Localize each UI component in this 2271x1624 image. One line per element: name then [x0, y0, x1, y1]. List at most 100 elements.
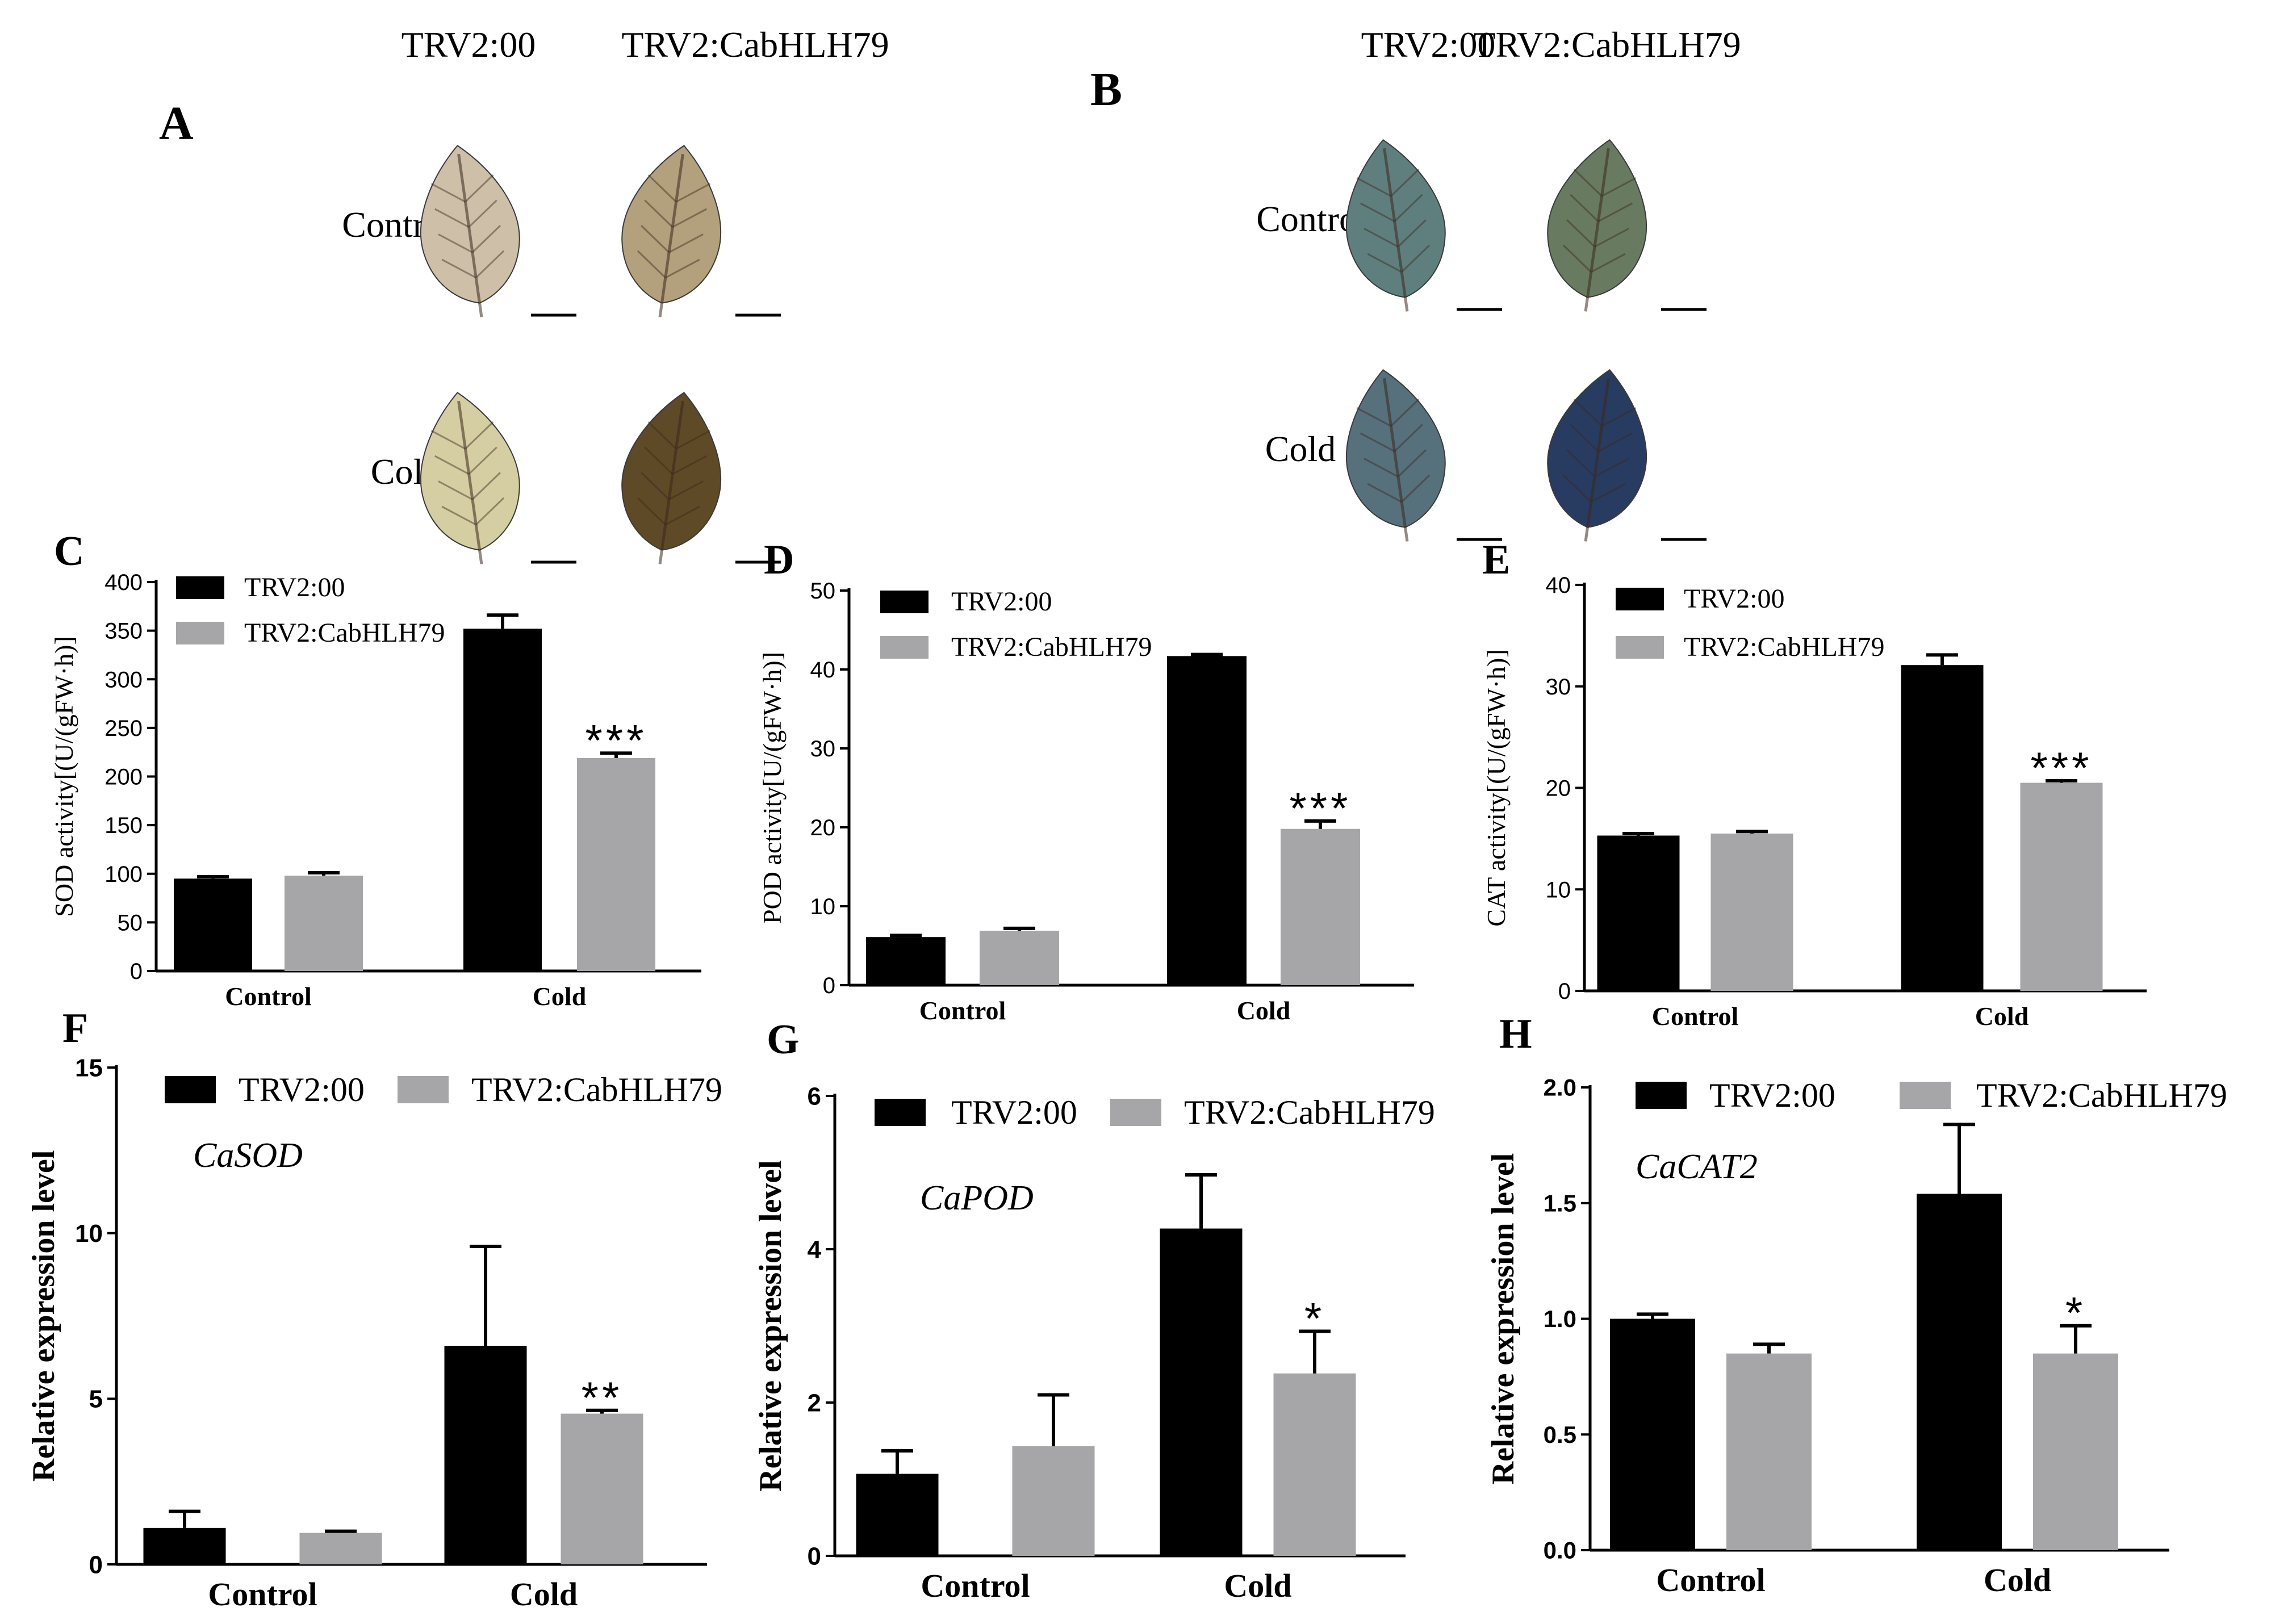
significance-marker: ***: [2030, 743, 2092, 793]
leaf-vein: [647, 174, 711, 203]
gene-label: CaSOD: [193, 1136, 303, 1175]
legend-label: TRV2:00: [951, 1094, 1077, 1131]
legend-swatch-trv2-cabhlh79: [176, 622, 224, 644]
panel-letter: E: [1482, 537, 1510, 583]
y-tick-label: 200: [104, 765, 143, 790]
legend-label: TRV2:CabHLH79: [1976, 1077, 2227, 1114]
y-tick-label: 15: [75, 1054, 103, 1082]
legend-swatch-trv2-cabhlh79: [880, 636, 929, 659]
legend-swatch-trv2-00: [875, 1099, 926, 1126]
y-tick-label: 250: [104, 716, 143, 741]
leaf-vein: [647, 421, 711, 450]
panel-letter: B: [1090, 63, 1122, 116]
y-tick-label: 0: [823, 973, 835, 998]
y-tick-label: 50: [118, 910, 143, 935]
leaf-image: [1547, 139, 1647, 312]
bar-trv2-00-control: [856, 1474, 939, 1556]
leaf-vein: [1356, 169, 1420, 197]
y-tick-label: 0: [89, 1551, 103, 1579]
x-tick-label: Cold: [1975, 1002, 2029, 1031]
legend-label: TRV2:00: [239, 1071, 365, 1108]
leaf-midrib: [658, 400, 684, 564]
x-tick-label: Control: [921, 1567, 1030, 1604]
bar-trv2-00-cold: [1160, 1228, 1243, 1556]
y-tick-label: 10: [1546, 877, 1571, 902]
leaf-vein: [641, 472, 704, 500]
legend-label: TRV2:CabHLH79: [1184, 1094, 1435, 1131]
y-tick-label: 0.0: [1544, 1537, 1576, 1564]
legend-swatch-trv2-00: [176, 576, 224, 599]
y-tick-label: 20: [1546, 776, 1571, 801]
bar-trv2-00-cold: [1901, 665, 1984, 991]
significance-marker: ***: [1289, 783, 1351, 833]
panel-letter: D: [764, 537, 794, 583]
x-tick-label: Cold: [510, 1576, 578, 1613]
leaf-vein: [644, 199, 708, 228]
y-tick-label: 20: [810, 815, 836, 840]
y-axis-label: Relative expression level: [753, 1160, 788, 1492]
leaf-vein: [1367, 474, 1431, 503]
leaf-midrib: [1584, 148, 1610, 312]
y-tick-label: 40: [1546, 573, 1571, 598]
y-tick-label: 6: [808, 1082, 821, 1110]
panel-letter: G: [767, 1016, 800, 1063]
y-tick-label: 30: [1546, 675, 1571, 700]
y-tick-label: 300: [104, 667, 143, 692]
bar-trv2-cabhlh79-control: [980, 931, 1059, 985]
y-tick-label: 2.0: [1544, 1074, 1576, 1101]
legend-label: TRV2:00: [1709, 1077, 1835, 1114]
legend-swatch-trv2-00: [1616, 588, 1664, 610]
y-tick-label: 100: [104, 862, 143, 887]
legend-label: TRV2:CabHLH79: [471, 1071, 722, 1108]
bar-trv2-00-cold: [444, 1346, 527, 1564]
y-tick-label: 1.0: [1544, 1305, 1576, 1332]
legend-label: TRV2:00: [1684, 584, 1785, 614]
y-axis-label: SOD activity[(U/(gFW·h)]: [49, 636, 78, 916]
significance-marker: ***: [585, 715, 647, 765]
x-tick-label: Cold: [533, 982, 587, 1011]
leaf-vein: [1562, 244, 1626, 273]
leaf-vein: [434, 199, 497, 228]
y-tick-label: 0: [808, 1542, 821, 1570]
chart-d: D 0 10 20 30 40 50 POD activity[U/(gFW·h)] Contr…: [758, 537, 1414, 1025]
leaf-midrib: [1383, 148, 1409, 312]
leaf-vein: [1573, 169, 1637, 197]
row-label: Cold: [1265, 429, 1336, 469]
bar-trv2-cabhlh79-control: [1710, 833, 1793, 991]
y-tick-label: 0: [1558, 979, 1571, 1004]
y-tick-label: 5: [89, 1386, 103, 1413]
bar-trv2-00-cold: [1917, 1194, 2002, 1550]
bar-trv2-cabhlh79-cold: [2020, 782, 2103, 991]
panel-letter: C: [54, 528, 84, 575]
leaf-vein: [1573, 399, 1637, 427]
legend-swatch-trv2-00: [880, 591, 929, 613]
leaf-vein: [1566, 449, 1629, 478]
gene-label: CaPOD: [920, 1179, 1034, 1217]
leaf-midrib: [1584, 378, 1610, 542]
bar-trv2-cabhlh79-cold: [561, 1413, 643, 1564]
panel-letter: A: [159, 97, 194, 150]
column-label: TRV2:CabHLH79: [621, 24, 889, 65]
y-axis-label: Relative expression level: [26, 1150, 61, 1482]
y-tick-label: 0: [130, 959, 143, 984]
leaf-midrib: [457, 400, 483, 564]
leaf-vein: [637, 497, 700, 526]
bar-trv2-cabhlh79-cold: [1281, 828, 1360, 985]
legend-label: TRV2:CabHLH79: [951, 632, 1152, 662]
leaf-vein: [441, 250, 505, 279]
bar-trv2-cabhlh79-cold: [2033, 1353, 2118, 1550]
leaf-vein: [1360, 194, 1423, 223]
y-tick-label: 50: [810, 579, 836, 604]
y-tick-label: 40: [810, 658, 836, 683]
y-tick-label: 2: [808, 1389, 821, 1417]
legend-swatch-trv2-cabhlh79: [1900, 1082, 1951, 1109]
leaf-vein: [1364, 449, 1427, 478]
panel-letter: H: [1499, 1011, 1532, 1057]
x-tick-label: Control: [1652, 1002, 1739, 1031]
leaf-vein: [1356, 399, 1420, 427]
leaf-image: [1345, 369, 1446, 542]
